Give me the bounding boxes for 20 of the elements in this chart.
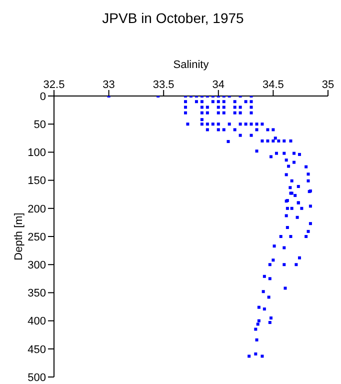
- y-tick-label: 0: [40, 90, 46, 103]
- y-tick-label: 300: [28, 260, 46, 272]
- y-tick-label: 200: [28, 203, 46, 216]
- y-tick-label: 350: [28, 288, 46, 300]
- y-tick-label: 150: [28, 175, 46, 188]
- x-tick-label: 32.5: [43, 79, 65, 91]
- y-tick-label: 400: [28, 316, 46, 328]
- x-tick-label: 33: [102, 79, 115, 91]
- y-tick-label: 500: [28, 372, 46, 384]
- x-tick-label: 34.5: [262, 79, 284, 91]
- x-tick-label: 33.5: [152, 79, 174, 91]
- x-tick-label: 35: [322, 79, 334, 91]
- chart-title: JPVB in October, 1975: [101, 9, 245, 28]
- y-tick-label: 250: [28, 231, 46, 244]
- y-axis-title: Depth [m]: [12, 212, 25, 260]
- y-tick-label: 100: [28, 147, 46, 160]
- y-tick-label: 50: [34, 119, 46, 132]
- y-tick-label: 450: [28, 344, 46, 356]
- x-axis-title: Salinity: [173, 58, 210, 71]
- x-tick-label: 34: [212, 79, 225, 91]
